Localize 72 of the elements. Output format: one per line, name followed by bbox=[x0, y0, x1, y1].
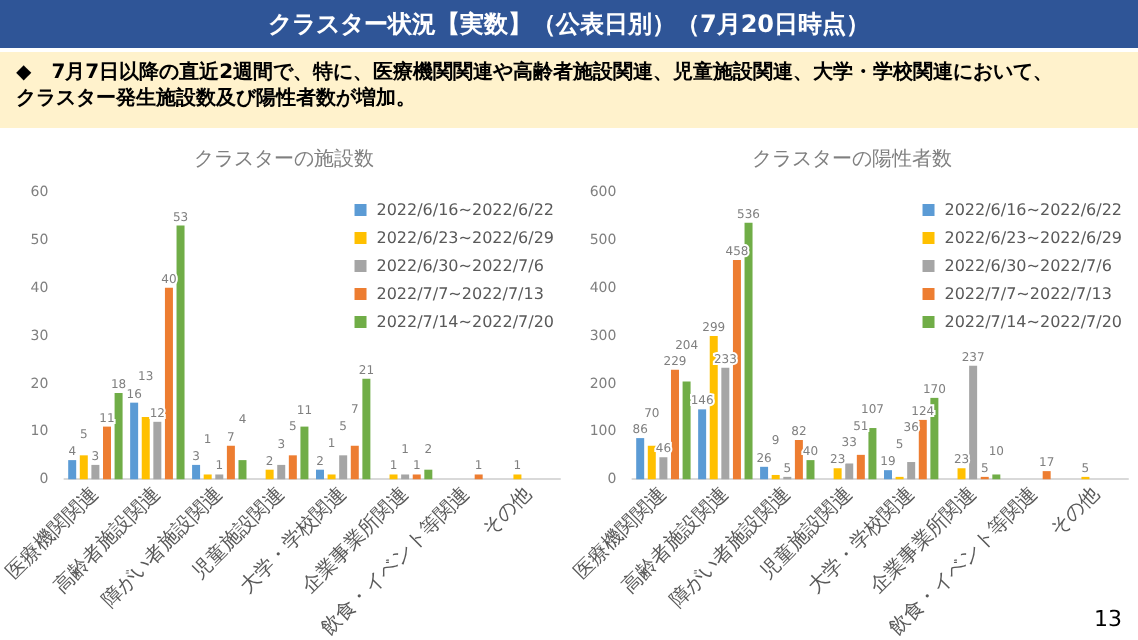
bar bbox=[362, 378, 371, 480]
bar bbox=[806, 460, 815, 480]
bar bbox=[732, 259, 741, 480]
bar bbox=[401, 474, 410, 480]
bar bbox=[164, 287, 173, 480]
bar bbox=[412, 474, 421, 480]
legend-label: 2022/6/16~2022/6/22 bbox=[376, 201, 555, 219]
bar bbox=[238, 460, 247, 480]
bar bbox=[288, 455, 297, 480]
chart-title: クラスターの施設数 bbox=[194, 147, 374, 171]
legend-label: 2022/7/14~2022/7/20 bbox=[376, 313, 555, 331]
chart-title: クラスターの陽性者数 bbox=[752, 147, 952, 171]
bar bbox=[670, 369, 679, 480]
bar bbox=[315, 469, 324, 480]
bar bbox=[682, 381, 691, 480]
bar bbox=[153, 421, 162, 480]
bar bbox=[794, 440, 803, 480]
legend-label: 2022/6/23~2022/6/29 bbox=[376, 229, 555, 247]
text: 13 bbox=[1094, 606, 1122, 632]
bar bbox=[176, 225, 185, 480]
bar bbox=[969, 365, 978, 480]
bar bbox=[760, 466, 769, 480]
x-tick-label: その他 bbox=[477, 482, 537, 542]
bar bbox=[771, 474, 780, 480]
bar bbox=[845, 463, 854, 480]
legend-label: 2022/6/23~2022/6/29 bbox=[944, 229, 1123, 247]
bar bbox=[91, 464, 100, 480]
text: ◆ 7月7日以降の直近2週間で、特に、医療機関関連や高齢者施設関連、児童施設関連、大学・学校関連において、 bbox=[16, 60, 1056, 86]
text: クラスター状況【実数】（公表日別）（7月20日時点） bbox=[0, 0, 1138, 48]
bar bbox=[907, 462, 916, 480]
bar bbox=[114, 393, 123, 480]
bar bbox=[300, 426, 309, 480]
bar bbox=[68, 460, 77, 480]
bar bbox=[992, 474, 1001, 480]
bar bbox=[102, 426, 111, 480]
bar bbox=[327, 474, 336, 480]
legend-label: 2022/7/7~2022/7/13 bbox=[944, 285, 1112, 303]
bar bbox=[474, 474, 483, 480]
bar bbox=[203, 474, 212, 480]
bar bbox=[226, 445, 235, 480]
bar bbox=[659, 457, 668, 480]
bar bbox=[636, 438, 645, 480]
legend-label: 2022/7/14~2022/7/20 bbox=[944, 313, 1123, 331]
bar bbox=[1042, 471, 1051, 480]
bar bbox=[513, 474, 522, 480]
bar bbox=[957, 468, 966, 480]
bar bbox=[647, 445, 656, 480]
bar bbox=[265, 469, 274, 480]
legend-label: 2022/6/30~2022/7/6 bbox=[376, 257, 544, 275]
bar bbox=[141, 417, 150, 480]
bar bbox=[339, 455, 348, 480]
bar bbox=[868, 428, 877, 480]
legend-label: 2022/6/16~2022/6/22 bbox=[944, 201, 1123, 219]
legend-label: 2022/6/30~2022/7/6 bbox=[944, 257, 1112, 275]
bar bbox=[744, 222, 753, 480]
bar bbox=[698, 409, 707, 480]
bar bbox=[833, 468, 842, 480]
bar bbox=[350, 445, 359, 480]
bar bbox=[424, 469, 433, 480]
bar bbox=[721, 367, 730, 480]
bar bbox=[389, 474, 398, 480]
bar bbox=[215, 474, 224, 480]
bar bbox=[918, 419, 927, 480]
bar bbox=[883, 470, 892, 480]
bar bbox=[192, 464, 201, 480]
bar bbox=[130, 402, 139, 480]
bar bbox=[277, 464, 286, 480]
text: クラスター発生施設数及び陽性者数が増加。 bbox=[16, 86, 418, 112]
bar bbox=[79, 455, 88, 480]
legend-label: 2022/7/7~2022/7/13 bbox=[376, 285, 544, 303]
bar bbox=[856, 454, 865, 480]
x-tick-label: その他 bbox=[1045, 482, 1105, 542]
